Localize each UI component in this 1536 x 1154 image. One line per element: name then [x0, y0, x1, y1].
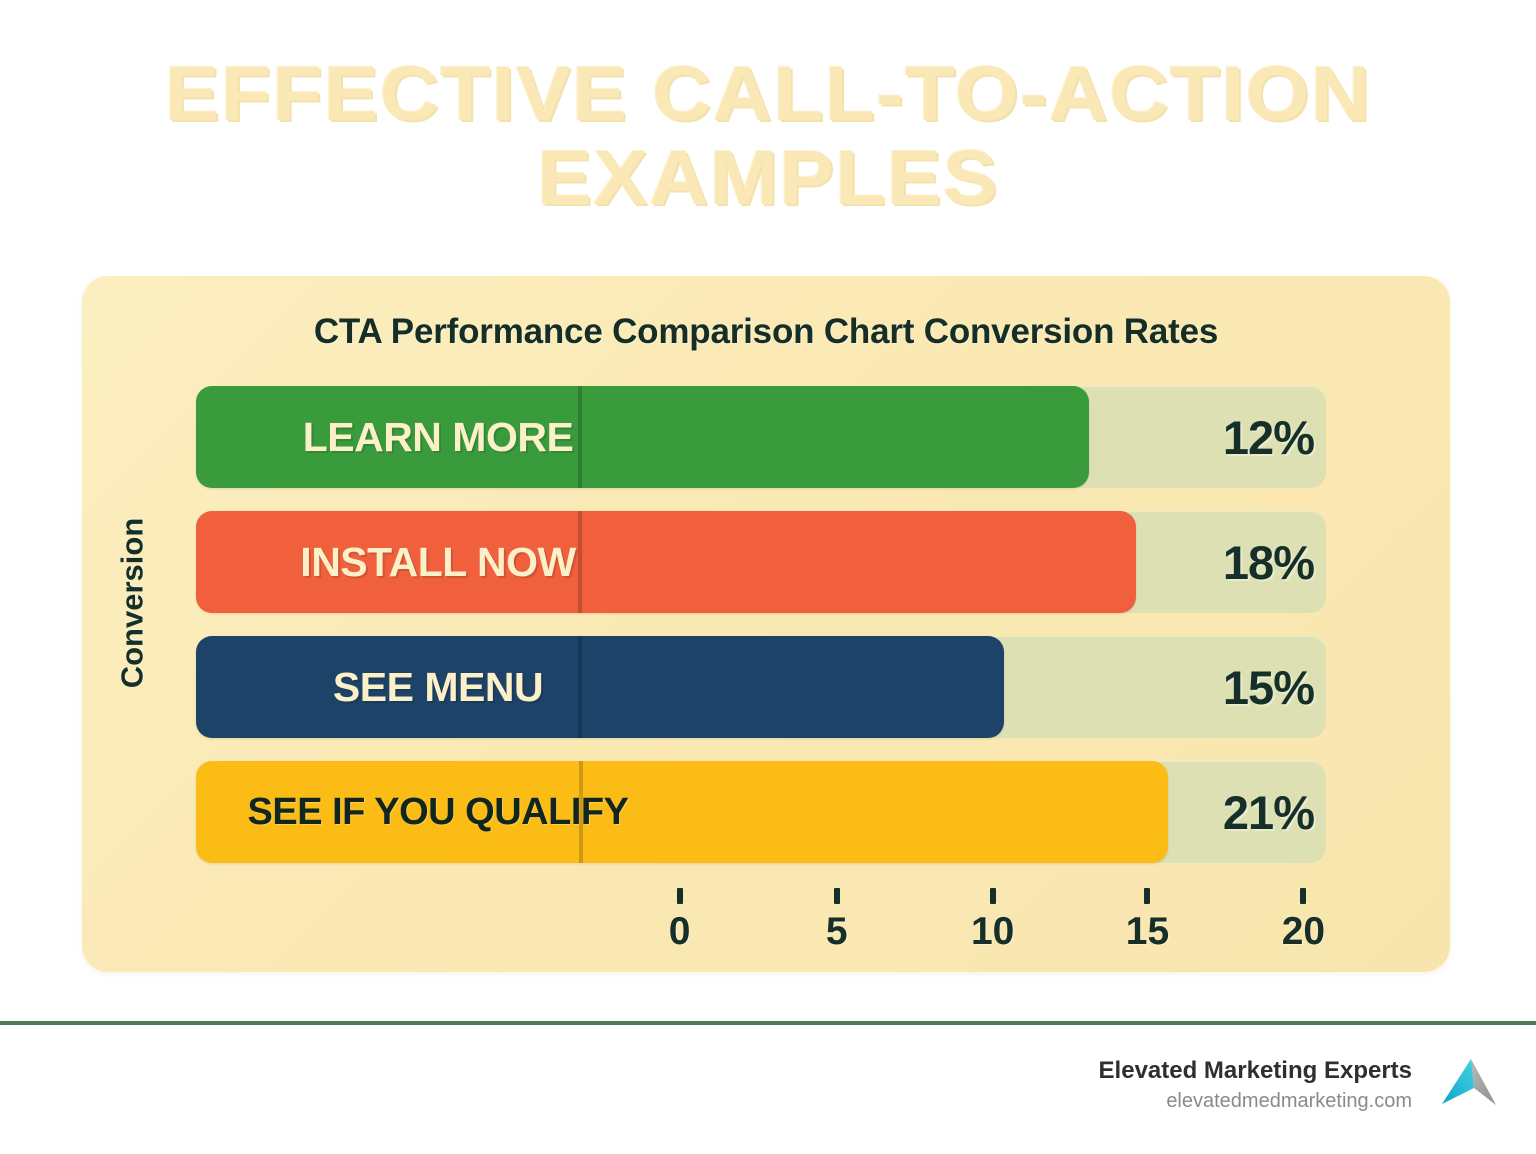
footer-text-block: Elevated Marketing Experts elevatedmedma… [1099, 1055, 1412, 1115]
x-axis-tick [1300, 888, 1307, 904]
bar-category-label: INSTALL NOW [300, 538, 576, 585]
x-axis-tick-label: 20 [1281, 910, 1326, 953]
bar-category-label: LEARN MORE [302, 413, 574, 460]
bar-fill: LEARN MORE [196, 386, 1089, 488]
page-title-line-2: EXAMPLES [537, 135, 999, 221]
bar-value-label: 15% [1222, 660, 1315, 714]
bar-category-label: SEE IF YOU QUALIFY [247, 790, 629, 833]
y-axis-label-text: Conversion [114, 517, 149, 689]
bar-category-label: SEE MENU [332, 663, 544, 710]
brand-url: elevatedmedmarketing.com [1166, 1090, 1412, 1112]
chart-title: CTA Performance Comparison Chart Convers… [313, 312, 1219, 351]
zero-axis-line [578, 386, 583, 488]
zero-axis-line [578, 761, 583, 863]
x-axis-tick [1144, 888, 1151, 904]
bar-fill: SEE IF YOU QUALIFY [196, 761, 1168, 863]
x-axis-tick-label: 10 [970, 910, 1015, 953]
chart-bar-row[interactable]: LEARN MORE 12% [196, 386, 1326, 488]
x-axis-tick-label: 0 [668, 910, 691, 953]
chart-bar-row[interactable]: SEE MENU 15% [196, 636, 1326, 738]
x-axis-tick [676, 888, 683, 904]
chart-plot-area: LEARN MORE 12% INSTALL NOW 18% SEE MENU … [196, 386, 1326, 886]
brand-name: Elevated Marketing Experts [1098, 1057, 1412, 1084]
footer: Elevated Marketing Experts elevatedmedma… [1099, 1055, 1500, 1115]
bar-value-label: 18% [1222, 535, 1315, 589]
chart-bar-row[interactable]: SEE IF YOU QUALIFY 21% [196, 761, 1326, 863]
zero-axis-line [577, 511, 582, 613]
bar-fill: SEE MENU [196, 636, 1004, 738]
chart-bar-row[interactable]: INSTALL NOW 18% [196, 511, 1326, 613]
x-axis-tick [833, 888, 840, 904]
x-axis: 0 5 10 15 20 [196, 888, 1326, 958]
page-title: EFFECTIVE CALL-TO-ACTION EXAMPLES [0, 52, 1536, 220]
zero-axis-line [578, 636, 583, 738]
bar-value-label: 21% [1222, 785, 1315, 839]
x-axis-tick [989, 888, 996, 904]
chart-card: CTA Performance Comparison Chart Convers… [82, 276, 1450, 972]
x-axis-tick-label: 5 [825, 910, 848, 953]
footer-divider [0, 1021, 1536, 1025]
bar-fill: INSTALL NOW [196, 511, 1137, 613]
x-axis-tick-label: 15 [1125, 910, 1170, 953]
page-title-line-1: EFFECTIVE CALL-TO-ACTION [164, 51, 1372, 137]
arrow-logo-icon [1438, 1055, 1500, 1115]
y-axis-label: Conversion [104, 368, 160, 838]
bar-value-label: 12% [1222, 410, 1315, 464]
